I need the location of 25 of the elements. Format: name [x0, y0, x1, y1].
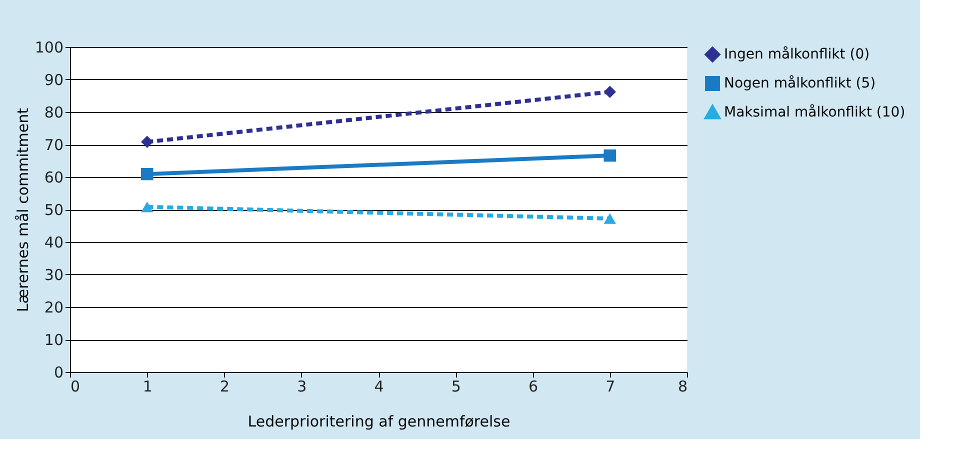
x-tick-label: 1	[142, 378, 152, 396]
y-tick-label: 30	[44, 266, 64, 284]
y-tick-label: 20	[44, 298, 64, 316]
y-tick-label: 0	[54, 364, 64, 382]
x-tick-label: 3	[297, 378, 307, 396]
legend-label: Ingen målkonflikt (0)	[724, 46, 870, 62]
x-axis-title: Lederprioritering af gennemførelse	[248, 412, 510, 430]
x-tick-label: 8	[678, 378, 688, 396]
y-tick-label: 60	[44, 168, 64, 186]
y-tick-label: 80	[44, 104, 64, 122]
x-tick-label: 7	[606, 378, 616, 396]
x-tick-label: 5	[451, 378, 461, 396]
y-tick-label: 70	[44, 136, 64, 154]
legend-label: Maksimal målkonflikt (10)	[724, 104, 906, 120]
y-axis-title: Lærernes mål commitment	[14, 108, 32, 312]
x-tick-label: 2	[220, 378, 230, 396]
y-tick-label: 100	[34, 38, 64, 56]
y-tick-label: 90	[44, 71, 64, 89]
x-tick-label: 0	[70, 378, 80, 396]
y-tick-label: 40	[44, 234, 64, 252]
legend-label: Nogen målkonflikt (5)	[724, 74, 876, 92]
x-tick-label: 6	[528, 378, 538, 396]
y-tick-label: 10	[44, 331, 64, 349]
y-tick-label: 50	[44, 201, 64, 219]
x-tick-label: 4	[374, 378, 384, 396]
